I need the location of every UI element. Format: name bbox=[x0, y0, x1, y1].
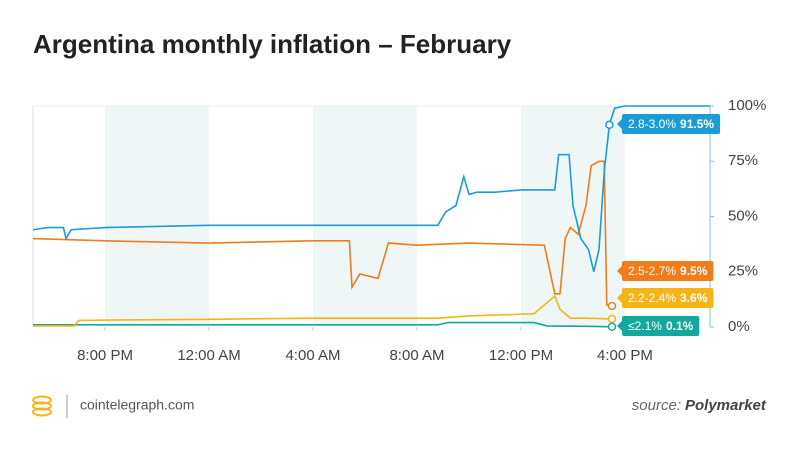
tag-value: 91.5% bbox=[680, 117, 714, 131]
band bbox=[520, 106, 625, 327]
current-dot bbox=[607, 301, 617, 311]
logo bbox=[32, 395, 68, 418]
current-tag: ≤2.1% 0.1% bbox=[617, 316, 700, 336]
current-tag: 2.8-3.0% 91.5% bbox=[617, 114, 721, 134]
tag-pointer bbox=[617, 119, 622, 129]
x-tick-label: 8:00 PM bbox=[77, 347, 133, 364]
tag-box bbox=[622, 114, 721, 134]
series-line bbox=[32, 160, 613, 307]
y-tick-label: 100% bbox=[728, 97, 766, 114]
tag-pointer bbox=[617, 321, 622, 331]
tag-pointer bbox=[617, 293, 622, 303]
source-prefix: source: bbox=[632, 397, 681, 414]
chart-title: Argentina monthly inflation – February bbox=[33, 29, 512, 59]
current-dot bbox=[607, 322, 617, 332]
y-tick-label: 50% bbox=[728, 207, 758, 224]
tag-name: ≤2.1% bbox=[628, 319, 662, 333]
series-line bbox=[33, 294, 613, 327]
tag-box bbox=[622, 288, 714, 308]
tag-value: 3.6% bbox=[680, 291, 708, 305]
tag-name: 2.5-2.7% bbox=[628, 264, 676, 278]
band bbox=[313, 106, 417, 327]
band bbox=[105, 106, 210, 327]
y-tick-label: 75% bbox=[728, 152, 758, 169]
tag-name: 2.2-2.4% bbox=[628, 291, 676, 305]
tag-value: 0.1% bbox=[666, 319, 694, 333]
y-tick-label: 25% bbox=[728, 263, 758, 280]
current-tag: 2.2-2.4% 3.6% bbox=[617, 288, 714, 308]
site-name: cointelegraph.com bbox=[80, 397, 194, 413]
x-tick-label: 4:00 AM bbox=[285, 347, 340, 364]
tag-name: 2.8-3.0% bbox=[628, 117, 676, 131]
series-line bbox=[33, 321, 612, 328]
x-tick-label: 8:00 AM bbox=[389, 347, 444, 364]
series-line bbox=[32, 105, 710, 272]
source: Polymarket bbox=[685, 397, 767, 414]
tag-pointer bbox=[617, 266, 622, 276]
tag-box bbox=[622, 316, 700, 336]
x-tick-label: 12:00 PM bbox=[489, 347, 553, 364]
current-dot bbox=[607, 314, 617, 324]
current-tag: 2.5-2.7% 9.5% bbox=[617, 261, 714, 281]
current-dot bbox=[605, 120, 614, 130]
x-tick-label: 4:00 PM bbox=[597, 347, 653, 364]
tag-value: 9.5% bbox=[680, 264, 708, 278]
tag-box bbox=[622, 261, 714, 281]
y-tick-label: 0% bbox=[728, 318, 750, 335]
x-tick-label: 12:00 AM bbox=[177, 347, 240, 364]
